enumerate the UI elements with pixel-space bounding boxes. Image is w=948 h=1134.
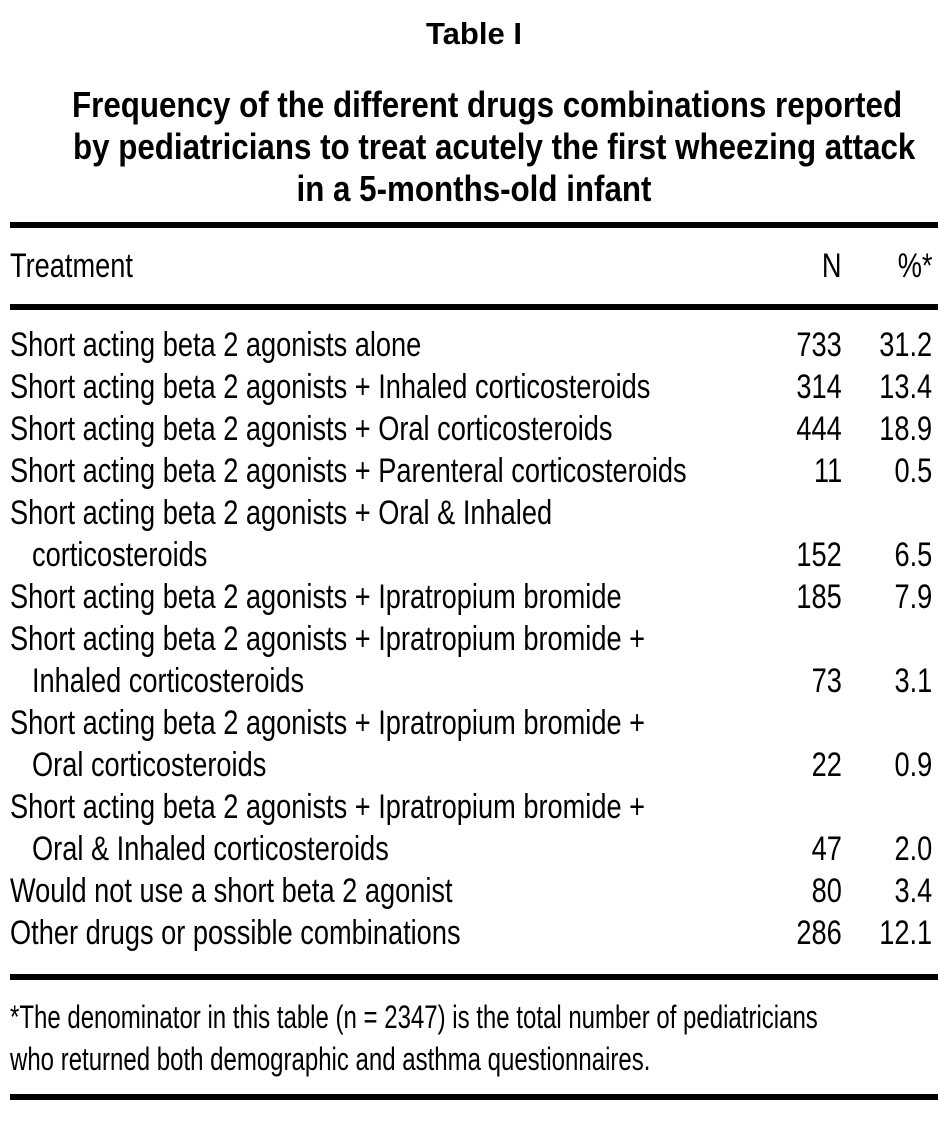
treatment-line-1: Other drugs or possible combinations [10,914,461,952]
treatment-line-1: Short acting beta 2 agonists + Oral cort… [10,410,613,448]
treatment-cell: Short acting beta 2 agonists + Parentera… [10,450,770,492]
pct-cell: 2.0 [894,830,932,868]
treatment-line-1: Short acting beta 2 agonists + Ipratropi… [10,578,622,616]
table-label: Table I [10,16,938,52]
table-row: Other drugs or possible combinations 286… [10,912,938,954]
treatment-cell: Other drugs or possible combinations [10,912,770,954]
pct-cell: 0.9 [894,746,932,784]
footnote-line-1: *The denominator in this table (n = 2347… [10,999,818,1035]
n-cell: 47 [811,830,842,868]
table-row: Short acting beta 2 agonists + Parentera… [10,450,938,492]
treatment-line-2: corticosteroids [32,536,208,574]
n-cell: 185 [796,578,842,616]
table-row: Short acting beta 2 agonists + Ipratropi… [10,786,938,870]
table-row: Short acting beta 2 agonists + Oral & In… [10,492,938,576]
rule-below-body [10,974,938,980]
table-row: Short acting beta 2 agonists + Ipratropi… [10,702,938,786]
table-row: Short acting beta 2 agonists + Ipratropi… [10,576,938,618]
treatment-line-2: Oral & Inhaled corticosteroids [32,830,389,868]
treatment-line-1: Short acting beta 2 agonists + Oral & In… [10,494,553,532]
header-treatment: Treatment [10,246,133,285]
treatment-cell: Short acting beta 2 agonists + Ipratropi… [10,702,770,786]
pct-cell: 0.5 [894,452,932,490]
n-cell: 152 [796,536,842,574]
treatment-cell: Short acting beta 2 agonists + Ipratropi… [10,576,770,618]
treatment-cell: Would not use a short beta 2 agonist [10,870,770,912]
treatment-line-1: Short acting beta 2 agonists + Ipratropi… [10,704,646,742]
table-row: Short acting beta 2 agonists + Inhaled c… [10,366,938,408]
header-n: N [822,247,842,285]
page-container: Table I Frequency of the different drugs… [0,16,948,1100]
treatment-line-1: Short acting beta 2 agonists alone [10,326,422,364]
treatment-cell: Short acting beta 2 agonists + Oral & In… [10,492,770,576]
treatment-line-1: Short acting beta 2 agonists + Parentera… [10,452,687,490]
table-row: Short acting beta 2 agonists + Oral cort… [10,408,938,450]
table-row: Short acting beta 2 agonists + Ipratropi… [10,618,938,702]
pct-cell: 3.4 [894,872,932,910]
treatment-line-1: Short acting beta 2 agonists + Inhaled c… [10,368,651,406]
pct-cell: 3.1 [894,662,932,700]
treatment-line-2: Oral corticosteroids [32,746,267,784]
rule-below-header [10,304,938,310]
treatment-cell: Short acting beta 2 agonists + Ipratropi… [10,618,770,702]
caption-line-2: by pediatricians to treat acutely the fi… [72,126,916,167]
pct-cell: 31.2 [879,326,932,364]
n-cell: 733 [796,326,842,364]
n-cell: 80 [811,872,842,910]
n-cell: 314 [796,368,842,406]
table-label-text: Table I [426,16,522,51]
table-body: Short acting beta 2 agonists alone 733 3… [10,310,938,954]
n-cell: 11 [813,452,842,490]
rule-bottom [10,1094,938,1100]
treatment-line-1: Would not use a short beta 2 agonist [10,872,453,910]
table-row: Would not use a short beta 2 agonist 80 … [10,870,938,912]
pct-cell: 7.9 [894,578,932,616]
table-caption: Frequency of the different drugs combina… [10,84,938,210]
header-row: Treatment N %* [10,228,938,304]
treatment-line-1: Short acting beta 2 agonists + Ipratropi… [10,620,646,658]
caption-line-3: in a 5-months-old infant [296,168,652,209]
pct-cell: 18.9 [879,410,932,448]
pct-cell: 12.1 [879,914,932,952]
n-cell: 73 [811,662,842,700]
treatment-cell: Short acting beta 2 agonists + Inhaled c… [10,366,770,408]
footnote-line-2: who returned both demographic and asthma… [10,1041,651,1077]
n-cell: 286 [796,914,842,952]
treatment-cell: Short acting beta 2 agonists + Ipratropi… [10,786,770,870]
treatment-line-2: Inhaled corticosteroids [32,662,305,700]
n-cell: 444 [796,410,842,448]
n-cell: 22 [811,746,842,784]
table-row: Short acting beta 2 agonists alone 733 3… [10,324,938,366]
treatment-cell: Short acting beta 2 agonists + Oral cort… [10,408,770,450]
rule-top [10,222,938,228]
caption-line-1: Frequency of the different drugs combina… [72,84,903,125]
treatment-line-1: Short acting beta 2 agonists + Ipratropi… [10,788,646,826]
footnote: *The denominator in this table (n = 2347… [10,996,938,1080]
header-pct: %* [897,247,932,285]
pct-cell: 13.4 [879,368,932,406]
treatment-cell: Short acting beta 2 agonists alone [10,324,770,366]
pct-cell: 6.5 [894,536,932,574]
